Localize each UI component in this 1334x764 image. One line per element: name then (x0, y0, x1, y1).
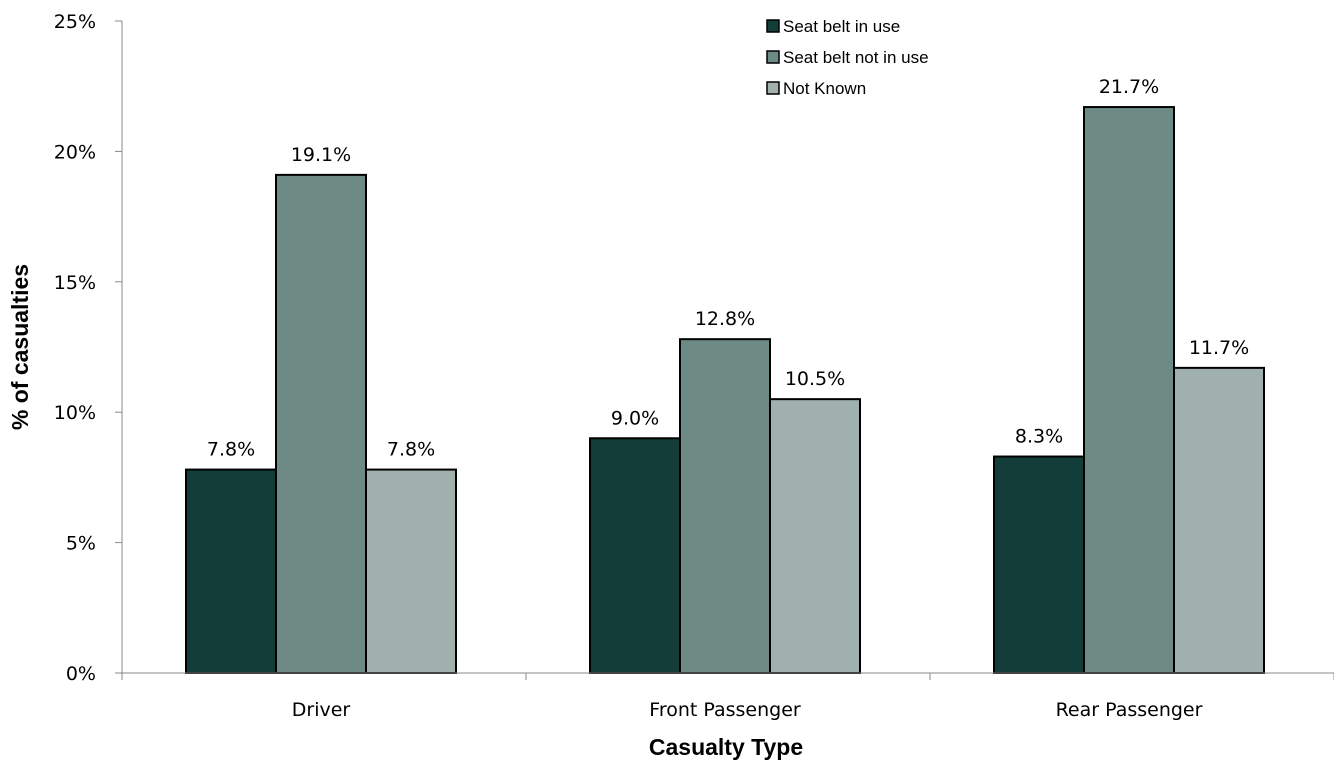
y-tick-label: 5% (66, 533, 96, 555)
data-label: 9.0% (611, 407, 659, 429)
legend: Seat belt in use Seat belt not in use Not … (766, 17, 929, 98)
x-category-label: Rear Passenger (1056, 699, 1203, 721)
bar-rear-passenger-series-1 (993, 455, 1085, 675)
y-ticks-group: 0% 5% 10% 15% 20% 25% (54, 11, 122, 685)
bar-front-passenger-series-1 (589, 437, 681, 674)
legend-swatch (766, 50, 780, 64)
data-label: 10.5% (785, 368, 845, 390)
y-tick-label: 15% (54, 272, 96, 294)
data-label: 8.3% (1015, 426, 1063, 448)
y-tick-label: 0% (66, 663, 96, 685)
y-tick-label: 10% (54, 402, 96, 424)
x-category-label: Driver (292, 699, 351, 721)
data-label: 7.8% (207, 439, 255, 461)
data-label: 7.8% (387, 439, 435, 461)
bar-front-passenger-series-2 (679, 338, 771, 674)
bar-driver-series-3 (365, 468, 457, 674)
bar-driver-series-2 (275, 173, 367, 674)
legend-swatch (766, 81, 780, 95)
bar-front-passenger-series-3 (769, 398, 861, 674)
bar-driver-series-1 (185, 468, 277, 674)
legend-label: Seat belt in use (783, 17, 900, 36)
data-label: 21.7% (1099, 76, 1159, 98)
bars-group (185, 106, 1265, 675)
legend-label: Not Known (783, 79, 866, 98)
x-axis-title: Casualty Type (649, 734, 803, 760)
y-tick-label: 25% (54, 11, 96, 33)
x-category-label: Front Passenger (649, 699, 801, 721)
y-axis-title: % of casualties (7, 264, 33, 430)
data-label: 12.8% (695, 308, 755, 330)
legend-swatch (766, 19, 780, 33)
data-labels-group: 7.8% 19.1% 7.8% 9.0% 12.8% 10.5% 8.3% 21.7% 11.7… (207, 76, 1249, 461)
bar-rear-passenger-series-2 (1083, 106, 1175, 674)
data-label: 19.1% (291, 144, 351, 166)
bar-rear-passenger-series-3 (1173, 366, 1265, 674)
axes-group (121, 21, 1334, 674)
y-tick-label: 20% (54, 141, 96, 163)
x-labels-group: Driver Front Passenger Rear Passenger (121, 673, 1334, 721)
legend-label: Seat belt not in use (783, 48, 929, 67)
data-label: 11.7% (1189, 337, 1249, 359)
